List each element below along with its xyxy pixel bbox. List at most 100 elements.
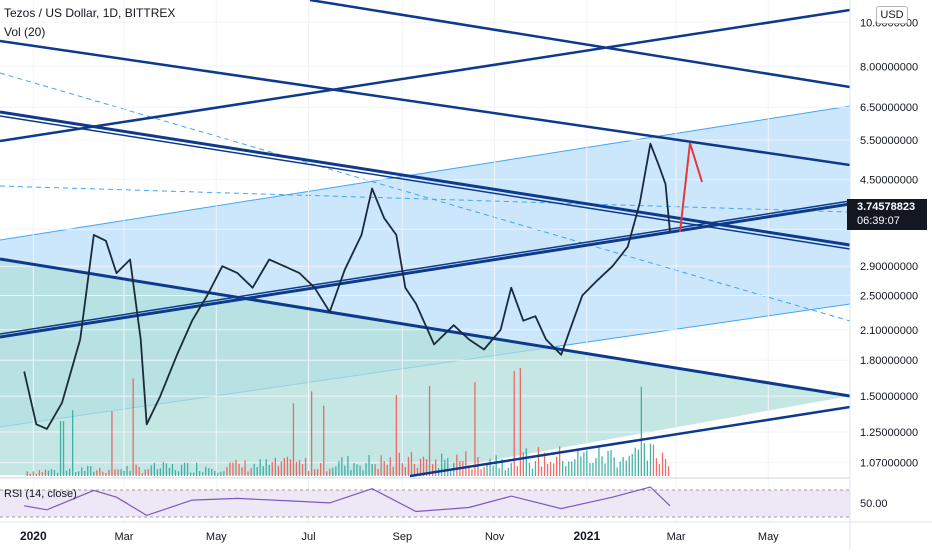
volume-bar bbox=[537, 447, 540, 476]
channel-dashed-upper[interactable] bbox=[0, 185, 850, 213]
volume-bar bbox=[202, 472, 204, 476]
volume-bar bbox=[298, 460, 301, 476]
rsi-legend[interactable]: RSI (14, close) bbox=[4, 488, 77, 500]
volume-bar bbox=[84, 470, 86, 476]
volume-bar bbox=[667, 466, 670, 476]
price-tick-label: 1.07000000 bbox=[860, 458, 918, 470]
trendline-ascending-main[interactable] bbox=[0, 202, 850, 339]
volume-bar bbox=[62, 421, 65, 476]
volume-bar bbox=[214, 471, 216, 476]
volume-bar bbox=[253, 463, 255, 476]
volume-bar bbox=[168, 467, 171, 476]
volume-bar bbox=[326, 471, 328, 476]
volume-bar bbox=[87, 465, 89, 476]
trendlines-layer[interactable] bbox=[0, 0, 850, 478]
price-line[interactable] bbox=[23, 142, 671, 430]
volume-bar bbox=[616, 467, 618, 476]
channel-dashed-lower[interactable] bbox=[0, 72, 850, 322]
volume-bar bbox=[29, 473, 31, 476]
volume-bar bbox=[314, 469, 316, 476]
volume-bar bbox=[59, 420, 62, 476]
time-scale[interactable]: 2020 Mar May Jul Sep Nov 2021 Mar May bbox=[20, 529, 779, 543]
volume-bar bbox=[543, 452, 546, 476]
volume-bar bbox=[250, 468, 252, 476]
volume-bar bbox=[664, 459, 667, 476]
triangle-pattern-fill[interactable] bbox=[0, 260, 850, 475]
trendline-ascending-main-parallel[interactable] bbox=[0, 200, 850, 335]
time-tick-label: May bbox=[758, 531, 779, 543]
volume-bar bbox=[574, 459, 576, 476]
volume-bar bbox=[637, 449, 639, 476]
volume-bar bbox=[510, 463, 512, 476]
symbol-legend[interactable]: Tezos / US Dollar, 1D, BITTREX bbox=[4, 6, 176, 20]
volume-bar bbox=[332, 467, 334, 476]
volume-bar bbox=[304, 457, 307, 476]
time-tick-label: 2021 bbox=[573, 529, 600, 543]
trendline-descending-upper[interactable] bbox=[0, 39, 850, 167]
volume-bar bbox=[631, 454, 633, 476]
time-tick-label: Sep bbox=[393, 531, 413, 543]
volume-bar bbox=[516, 466, 518, 476]
volume-bar bbox=[347, 455, 349, 476]
price-scale-bg bbox=[850, 0, 932, 550]
volume-bar bbox=[528, 462, 531, 476]
volume-bar bbox=[162, 462, 164, 476]
volume-bar bbox=[649, 443, 652, 476]
volume-bar bbox=[41, 472, 43, 476]
trendline-ascending-bottom[interactable] bbox=[409, 405, 850, 478]
volume-legend[interactable]: Vol (20) bbox=[4, 25, 46, 39]
volume-bar bbox=[223, 471, 225, 476]
volume-bar bbox=[38, 470, 40, 476]
rsi-line[interactable] bbox=[24, 486, 671, 517]
volume-bar bbox=[398, 452, 400, 476]
volume-bar bbox=[634, 447, 636, 476]
projection-arrow[interactable] bbox=[679, 142, 703, 233]
volume-bar bbox=[50, 469, 53, 476]
volume-bar bbox=[320, 463, 322, 476]
channel-top-edge[interactable] bbox=[0, 105, 850, 241]
volume-bar bbox=[407, 456, 410, 476]
trendline-ascending-top[interactable] bbox=[0, 8, 850, 143]
volume-bar bbox=[165, 463, 168, 476]
volume-bar bbox=[546, 463, 549, 476]
volume-bar bbox=[628, 455, 630, 476]
volume-bar bbox=[416, 467, 419, 476]
volume-bar bbox=[65, 470, 68, 476]
volume-bar bbox=[117, 469, 119, 476]
volume-bar bbox=[259, 459, 261, 476]
volume-bar bbox=[96, 470, 98, 476]
currency-badge[interactable]: USD bbox=[876, 6, 908, 24]
volume-bar bbox=[150, 465, 152, 476]
volume-bar bbox=[81, 467, 83, 476]
trendline-descending-top[interactable] bbox=[309, 0, 850, 89]
volume-bar bbox=[607, 451, 609, 476]
volume-bar bbox=[534, 461, 537, 476]
volume-bar bbox=[256, 467, 258, 476]
volume-bar bbox=[220, 471, 222, 476]
trendline-descending-lower[interactable] bbox=[0, 257, 850, 398]
volume-bar bbox=[371, 464, 373, 476]
volume-bar bbox=[99, 467, 101, 476]
volume-bar bbox=[643, 443, 645, 476]
volume-bar bbox=[395, 395, 397, 476]
volume-bar bbox=[129, 470, 131, 476]
volume-bar bbox=[383, 461, 385, 476]
volume-bar bbox=[329, 468, 331, 476]
volume-bar bbox=[413, 464, 416, 476]
volume-bar bbox=[47, 470, 50, 476]
volume-bar bbox=[90, 466, 92, 476]
volume-bar bbox=[625, 460, 627, 476]
volume-bar bbox=[156, 469, 158, 476]
volume-bar bbox=[211, 469, 213, 476]
price-tick-label: 8.00000000 bbox=[860, 61, 918, 73]
bar-countdown: 06:39:07 bbox=[857, 215, 900, 227]
volume-bar bbox=[301, 464, 304, 476]
volume-bar bbox=[132, 378, 134, 476]
volume-bar bbox=[123, 470, 125, 476]
volume-bar bbox=[565, 466, 567, 476]
volume-bar bbox=[380, 455, 382, 476]
volume-bar bbox=[341, 457, 343, 476]
volume-bar bbox=[262, 466, 264, 476]
